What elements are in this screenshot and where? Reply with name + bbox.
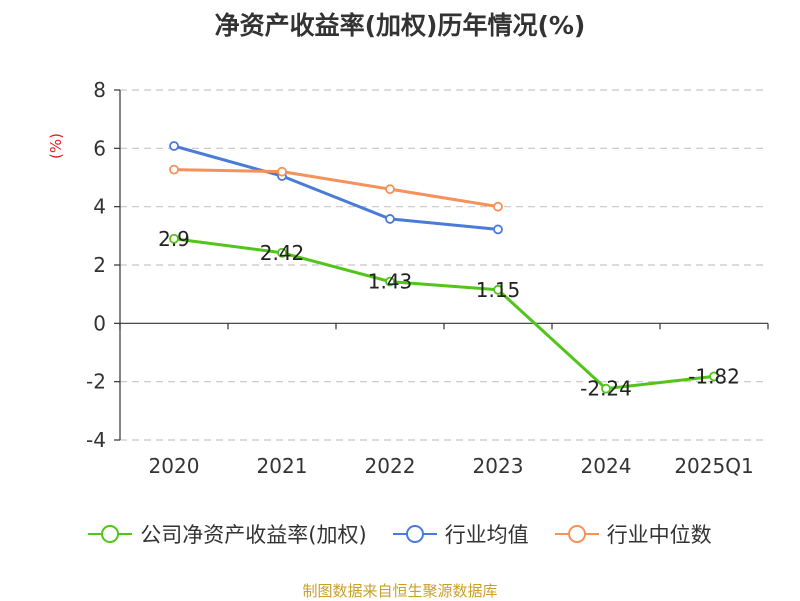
- series-line: [173, 237, 715, 391]
- legend-item-industry-mean[interactable]: 行业均值: [392, 519, 529, 549]
- data-point: [601, 383, 611, 394]
- data-point: [493, 201, 503, 212]
- y-tick-label: 0: [93, 311, 106, 335]
- data-label: 2.9: [158, 227, 190, 251]
- data-point: [169, 164, 179, 175]
- line-chart: 8 6 4 2 0 -2 -4 2020 2021 2022 2023 2024 2025Q1 2.9 2.…: [86, 78, 769, 478]
- y-tick-label: -4: [86, 428, 106, 452]
- y-tick-label: 8: [93, 78, 106, 102]
- series-line: [173, 144, 499, 231]
- data-label: 2.42: [260, 241, 305, 265]
- x-tick-label: 2025Q1: [674, 454, 753, 478]
- data-point: [709, 371, 719, 382]
- legend-item-industry-median[interactable]: 行业中位数: [554, 519, 712, 549]
- data-point: [493, 284, 503, 295]
- data-point: [385, 184, 395, 195]
- data-source-note: 制图数据来自恒生聚源数据库: [302, 582, 498, 600]
- data-label: 1.43: [368, 270, 413, 294]
- legend: 公司净资产收益率(加权) 行业均值 行业中位数: [0, 519, 800, 549]
- x-tick-label: 2024: [581, 454, 632, 478]
- y-tick-label: 4: [93, 195, 106, 219]
- data-label: 1.15: [476, 278, 521, 302]
- legend-item-company[interactable]: 公司净资产收益率(加权): [88, 519, 367, 549]
- data-point: [277, 247, 287, 258]
- data-label: -1.82: [688, 364, 740, 388]
- legend-label-company: 公司净资产收益率(加权): [140, 523, 367, 547]
- x-tick-label: 2023: [473, 454, 524, 478]
- legend-label-industry-mean: 行业均值: [444, 523, 529, 547]
- legend-label-industry-median: 行业中位数: [606, 523, 712, 547]
- data-label: -2.24: [580, 377, 632, 401]
- data-point: [493, 224, 503, 235]
- x-tick-label: 2021: [257, 454, 308, 478]
- data-point: [169, 233, 179, 244]
- y-tick-label: 6: [93, 136, 106, 160]
- y-tick-label: 2: [93, 253, 106, 277]
- chart-title: 净资产收益率(加权)历年情况(%): [214, 11, 586, 40]
- x-tick-label: 2020: [149, 454, 200, 478]
- legend-line-marker-icon: [88, 525, 133, 543]
- series-line: [173, 168, 499, 209]
- data-point: [385, 214, 395, 224]
- data-point: [277, 166, 287, 177]
- x-tick-label: 2022: [365, 454, 416, 478]
- data-point: [169, 141, 179, 151]
- data-point: [385, 276, 395, 287]
- legend-line-marker-icon: [392, 525, 437, 543]
- legend-line-marker-icon: [554, 525, 599, 543]
- y-tick-label: -2: [86, 370, 106, 394]
